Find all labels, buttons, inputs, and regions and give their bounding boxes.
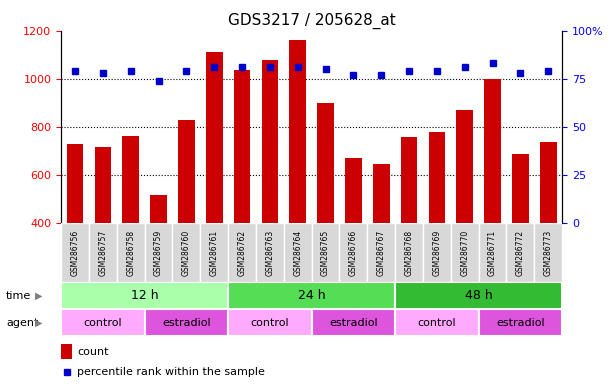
Bar: [423, 223, 451, 282]
Bar: [484, 79, 501, 319]
Bar: [145, 223, 172, 282]
Bar: [395, 223, 423, 282]
Bar: [345, 158, 362, 319]
Bar: [61, 282, 228, 309]
Text: 48 h: 48 h: [465, 289, 492, 302]
Bar: [312, 309, 395, 336]
Text: control: control: [417, 318, 456, 328]
Text: GSM286773: GSM286773: [544, 230, 553, 276]
Text: GSM286769: GSM286769: [433, 230, 441, 276]
Text: time: time: [6, 291, 31, 301]
Text: GSM286759: GSM286759: [154, 230, 163, 276]
Text: GSM286764: GSM286764: [293, 230, 302, 276]
Bar: [395, 309, 478, 336]
Bar: [395, 282, 562, 309]
Bar: [145, 309, 228, 336]
Bar: [512, 154, 529, 319]
Bar: [340, 223, 367, 282]
Text: control: control: [84, 318, 122, 328]
Bar: [117, 223, 145, 282]
Text: estradiol: estradiol: [329, 318, 378, 328]
Bar: [456, 111, 473, 319]
Text: estradiol: estradiol: [496, 318, 544, 328]
Bar: [478, 309, 562, 336]
Bar: [200, 223, 228, 282]
Bar: [67, 144, 83, 319]
Text: GSM286772: GSM286772: [516, 230, 525, 276]
Text: 12 h: 12 h: [131, 289, 158, 302]
Bar: [312, 223, 340, 282]
Bar: [206, 52, 222, 319]
Text: control: control: [251, 318, 289, 328]
Text: 24 h: 24 h: [298, 289, 326, 302]
Bar: [178, 119, 195, 319]
Bar: [401, 137, 417, 319]
Text: GSM286767: GSM286767: [377, 230, 386, 276]
Text: GSM286770: GSM286770: [460, 230, 469, 276]
Bar: [233, 70, 251, 319]
Bar: [95, 147, 111, 319]
Text: count: count: [77, 347, 109, 357]
Text: GSM286763: GSM286763: [265, 230, 274, 276]
Bar: [228, 223, 256, 282]
Bar: [451, 223, 478, 282]
Bar: [428, 132, 445, 319]
Bar: [373, 164, 390, 319]
Text: GSM286762: GSM286762: [238, 230, 246, 276]
Text: GSM286758: GSM286758: [126, 230, 135, 276]
Bar: [228, 282, 395, 309]
Bar: [228, 309, 312, 336]
Bar: [290, 40, 306, 319]
Text: GSM286760: GSM286760: [182, 230, 191, 276]
Bar: [150, 195, 167, 319]
Bar: [262, 60, 278, 319]
Text: percentile rank within the sample: percentile rank within the sample: [77, 367, 265, 377]
Text: GSM286765: GSM286765: [321, 230, 330, 276]
Text: GSM286756: GSM286756: [70, 230, 79, 276]
Text: ▶: ▶: [35, 291, 43, 301]
Bar: [478, 223, 507, 282]
Bar: [256, 223, 284, 282]
Text: GSM286766: GSM286766: [349, 230, 358, 276]
Text: agent: agent: [6, 318, 38, 328]
Text: GSM286761: GSM286761: [210, 230, 219, 276]
Bar: [89, 223, 117, 282]
Text: estradiol: estradiol: [162, 318, 211, 328]
Text: ▶: ▶: [35, 318, 43, 328]
Text: GSM286757: GSM286757: [98, 230, 108, 276]
Bar: [367, 223, 395, 282]
Title: GDS3217 / 205628_at: GDS3217 / 205628_at: [228, 13, 395, 29]
Bar: [61, 344, 72, 359]
Bar: [122, 136, 139, 319]
Bar: [61, 309, 145, 336]
Bar: [172, 223, 200, 282]
Text: GSM286771: GSM286771: [488, 230, 497, 276]
Bar: [534, 223, 562, 282]
Bar: [540, 142, 557, 319]
Bar: [507, 223, 534, 282]
Text: GSM286768: GSM286768: [404, 230, 414, 276]
Bar: [284, 223, 312, 282]
Bar: [317, 103, 334, 319]
Bar: [61, 223, 89, 282]
